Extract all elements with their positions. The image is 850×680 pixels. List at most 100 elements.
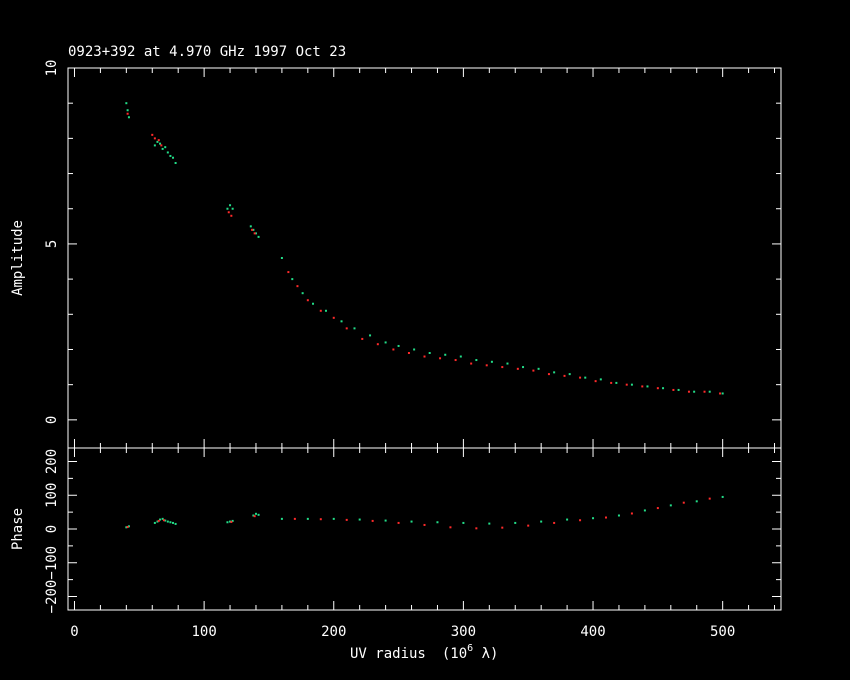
data-point	[514, 521, 517, 524]
data-point	[369, 334, 372, 337]
data-point	[428, 352, 431, 354]
data-point	[475, 527, 478, 530]
data-point	[161, 517, 164, 520]
data-point	[630, 383, 633, 386]
data-point	[249, 225, 252, 228]
data-point	[703, 390, 706, 393]
data-point	[231, 207, 234, 210]
data-point	[506, 362, 509, 365]
data-point	[462, 521, 465, 524]
data-point	[532, 369, 535, 372]
data-point	[253, 232, 256, 235]
y-tick-label: 200	[44, 449, 60, 474]
data-point	[579, 376, 582, 379]
data-point	[439, 357, 442, 360]
y-tick-label: 0	[44, 525, 60, 533]
data-point	[662, 387, 665, 390]
data-point	[719, 392, 722, 395]
data-point	[643, 509, 646, 512]
data-point	[501, 366, 504, 369]
data-point	[599, 378, 602, 381]
data-point	[444, 353, 447, 356]
data-point	[153, 144, 156, 147]
data-point	[254, 512, 257, 515]
data-point	[126, 112, 129, 115]
data-point	[319, 518, 322, 521]
y-tick-label: 5	[44, 240, 60, 248]
data-point	[501, 526, 504, 529]
data-point	[166, 151, 169, 154]
data-point	[324, 309, 327, 312]
amplitude-ticks: 0 5 10	[44, 60, 781, 424]
data-point	[296, 285, 299, 288]
data-point	[682, 501, 685, 504]
data-point	[162, 519, 165, 522]
x-axis-label: UV radius (106 λ)	[350, 643, 498, 662]
data-point	[547, 373, 550, 376]
data-point	[301, 292, 304, 295]
data-point	[156, 520, 159, 523]
data-point	[527, 524, 530, 527]
data-point	[251, 228, 254, 231]
amplitude-panel-frame	[67, 67, 782, 449]
data-point	[319, 309, 322, 312]
data-point	[358, 518, 361, 521]
data-point	[410, 520, 413, 523]
data-point	[226, 521, 229, 524]
data-point	[630, 512, 633, 515]
data-point	[287, 271, 290, 274]
data-point	[226, 207, 229, 210]
data-point	[708, 497, 711, 500]
data-point	[516, 367, 519, 370]
x-ticks: 0 100 200 300 400 500	[70, 68, 776, 640]
data-point	[172, 156, 175, 159]
data-point	[257, 235, 260, 238]
x-axis-label-end: λ)	[473, 646, 498, 662]
data-point	[384, 341, 387, 344]
x-tick-label: 200	[321, 624, 346, 640]
data-point	[280, 517, 283, 520]
x-tick-label: 500	[710, 624, 735, 640]
data-point	[384, 519, 387, 522]
data-point	[332, 517, 335, 520]
data-point	[231, 519, 234, 522]
data-point	[227, 211, 230, 214]
y-tick-label: 0	[44, 416, 60, 424]
phase-points	[125, 495, 724, 530]
data-point	[721, 495, 724, 498]
data-point	[306, 299, 309, 302]
data-point	[252, 228, 255, 231]
data-point	[423, 355, 426, 358]
data-point	[646, 385, 649, 388]
phase-ticks: 200 100 0 −100−200	[44, 449, 781, 613]
data-point	[280, 257, 283, 259]
data-point	[610, 381, 613, 384]
amplitude-axis-label: Amplitude	[10, 220, 26, 296]
data-point	[174, 162, 177, 164]
data-point	[254, 232, 257, 235]
data-point	[172, 521, 175, 524]
data-point	[604, 516, 607, 519]
data-point	[376, 343, 379, 346]
data-point	[579, 519, 582, 522]
data-point	[485, 364, 488, 367]
data-point	[617, 514, 620, 517]
data-point	[371, 519, 374, 522]
data-point	[540, 520, 543, 523]
data-point	[230, 520, 233, 523]
x-axis-label-unit: (10	[442, 646, 467, 662]
data-point	[291, 278, 294, 281]
data-point	[174, 522, 177, 525]
data-point	[677, 388, 680, 391]
x-tick-label: 400	[580, 624, 605, 640]
data-point	[257, 513, 260, 516]
data-point	[656, 507, 659, 510]
x-axis-label-main: UV radius	[350, 646, 426, 662]
data-point	[594, 380, 597, 383]
chart-title: 0923+392 at 4.970 GHz 1997 Oct 23	[68, 44, 346, 60]
data-point	[345, 518, 348, 521]
data-point	[615, 381, 618, 384]
data-point	[721, 392, 724, 395]
data-point	[449, 526, 452, 529]
